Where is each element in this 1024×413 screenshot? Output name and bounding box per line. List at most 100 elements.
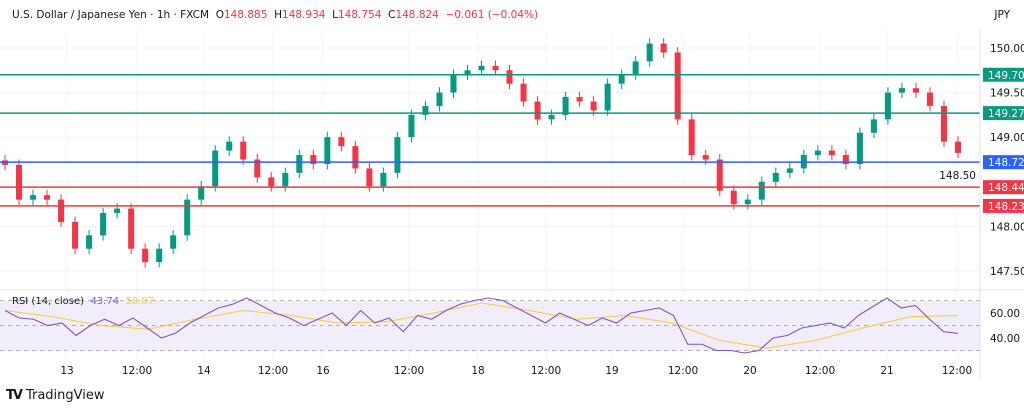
candle [240, 141, 247, 160]
x-tick-label: 12:00 [531, 365, 561, 377]
x-tick-label: 21 [880, 365, 893, 377]
candle [688, 119, 695, 156]
x-tick-label: 12:00 [805, 365, 835, 377]
price-pane [0, 30, 980, 290]
candle [772, 172, 779, 182]
candle [926, 92, 933, 106]
candle [254, 159, 261, 178]
close-value: 148.824 [395, 9, 439, 21]
level-price-label: 149.27 [988, 108, 1024, 120]
candle [604, 83, 611, 111]
candle [212, 150, 219, 187]
candle [548, 114, 555, 120]
candle [366, 168, 373, 187]
candle [758, 181, 765, 200]
rsi-ma-value: 58.07 [125, 296, 155, 307]
candle [590, 101, 597, 111]
candle [632, 61, 639, 75]
candle [730, 190, 737, 205]
candle [744, 199, 751, 205]
symbol-name[interactable]: U.S. Dollar / Japanese Yen · 1h · FXCM [12, 9, 210, 21]
low-label: L [332, 9, 338, 21]
high-label: H [274, 9, 283, 21]
candle [898, 88, 905, 93]
level-price-tag [983, 198, 1024, 213]
candle [436, 92, 443, 106]
x-tick-label: 12:00 [394, 365, 424, 377]
candle [870, 119, 877, 133]
level-price-label: 148.72 [988, 157, 1024, 169]
candle [828, 150, 835, 156]
candle [492, 65, 499, 71]
x-tick-label: 12:00 [122, 365, 152, 377]
x-tick-label: 16 [316, 365, 330, 377]
level-price-label: 148.44 [988, 182, 1024, 194]
price-chart[interactable]: 13 12:00 14 12:00 16 12:00 18 12:00 19 12:00 20 12:… [0, 0, 1024, 380]
candle [58, 199, 65, 222]
candle [618, 74, 625, 84]
level-price-label: 149.70 [988, 70, 1024, 82]
x-tick-label: 20 [743, 365, 756, 377]
rsi-series-rsi [4, 297, 959, 354]
level-price-tag [983, 106, 1024, 121]
candle [576, 97, 583, 102]
candle [310, 155, 317, 164]
high-value: 148.934 [282, 9, 326, 21]
candle [324, 137, 331, 164]
level-price-tag [983, 180, 1024, 195]
rsi-legend: RSI (14, close) 43.74 58.07 [12, 296, 154, 307]
candle [86, 235, 93, 249]
rsi-title: RSI (14, close) [12, 296, 85, 307]
x-tick-label: 12:00 [668, 365, 698, 377]
y-tick-label: 148.00 [990, 221, 1024, 233]
level-price-tag [983, 155, 1024, 170]
candle [268, 177, 275, 187]
candle [534, 101, 541, 120]
y-tick-label: 148.50 [939, 170, 976, 182]
candle [786, 168, 793, 173]
candle [702, 155, 709, 160]
candle [842, 155, 849, 164]
candle [814, 150, 821, 156]
candle [380, 172, 387, 187]
candle [955, 141, 961, 153]
level-price-tag [983, 67, 1024, 82]
candle [856, 132, 863, 164]
y-tick-label: 150.00 [990, 43, 1024, 55]
x-tick-label: 13 [60, 365, 73, 377]
candle [114, 208, 121, 214]
candle [142, 248, 149, 263]
close-label: C [388, 9, 396, 21]
candle [128, 208, 135, 249]
candle [16, 164, 23, 200]
candle [72, 221, 79, 249]
candle [296, 155, 303, 173]
x-tick-label: 19 [605, 365, 618, 377]
candle [170, 235, 177, 249]
candle [30, 195, 37, 200]
candle [226, 141, 233, 151]
rsi-y-tick-label: 60.00 [990, 308, 1020, 320]
candle [562, 97, 569, 115]
candle [408, 114, 415, 138]
candle [198, 186, 205, 200]
candle [464, 70, 471, 75]
tradingview-logo[interactable]: TV TradingView [6, 388, 104, 403]
logo-text: TradingView [25, 388, 105, 403]
change-value: −0.061 (−0.04%) [445, 9, 539, 21]
candle [422, 105, 429, 115]
candle [520, 83, 527, 102]
candle [184, 199, 191, 236]
rsi-y-tick-label: 40.00 [990, 333, 1020, 345]
candle [394, 137, 401, 173]
candle [478, 65, 485, 71]
candle [660, 43, 667, 53]
rsi-series-ma [4, 302, 959, 349]
x-tick-label: 14 [197, 365, 211, 377]
currency-label[interactable]: JPY [994, 9, 1010, 21]
candle [506, 70, 513, 84]
y-tick-label: 147.50 [990, 266, 1024, 278]
candle [338, 137, 345, 147]
candle [44, 195, 51, 200]
y-tick-label: 149.00 [990, 132, 1024, 144]
